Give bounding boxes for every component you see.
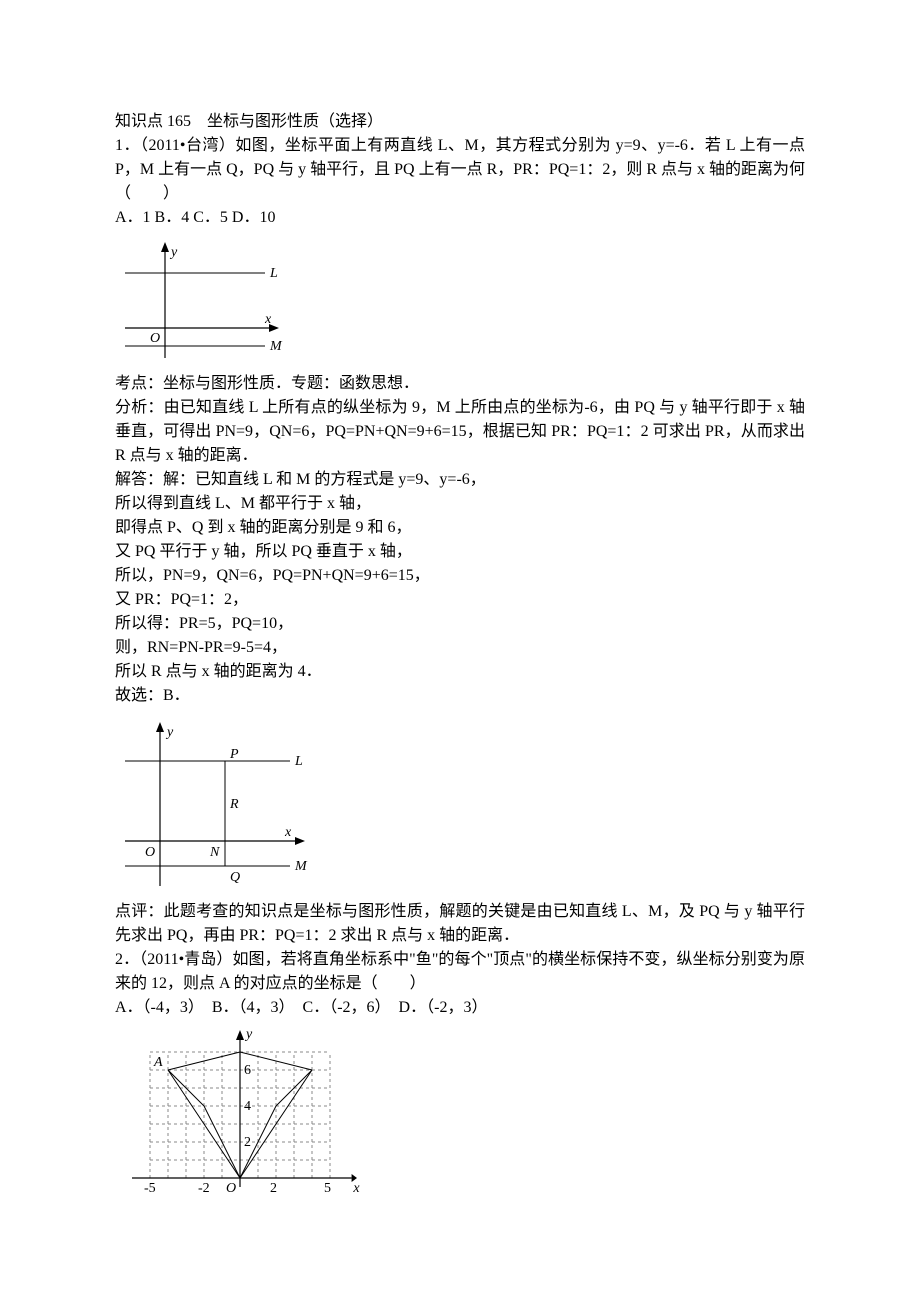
q1-step-9: 所以 R 点与 x 轴的距离为 4． — [115, 660, 805, 684]
origin-label-2: O — [145, 845, 155, 860]
q1-step-1: 解答：解：已知直线 L 和 M 的方程式是 y=9、y=-6， — [115, 468, 805, 492]
q1-stem: 1．（2011•台湾）如图，坐标平面上有两直线 L、M，其方程式分别为 y=9、… — [115, 134, 805, 206]
axis-y-label-2: y — [165, 725, 174, 740]
svg-text:A: A — [153, 1055, 163, 1070]
line-M-label-2: M — [294, 859, 308, 874]
svg-text:-5: -5 — [144, 1181, 156, 1196]
q1-step-2: 所以得到直线 L、M 都平行于 x 轴， — [115, 492, 805, 516]
q1-step-6: 又 PR：PQ=1：2， — [115, 588, 805, 612]
q1-step-3: 即得点 P、Q 到 x 轴的距离分别是 9 和 6， — [115, 516, 805, 540]
q1-step-10: 故选：B． — [115, 684, 805, 708]
line-L-label-2: L — [294, 754, 303, 769]
svg-text:4: 4 — [244, 1099, 251, 1114]
q1-dianping: 点评：此题考查的知识点是坐标与图形性质，解题的关键是由已知直线 L、M，及 PQ… — [115, 900, 805, 948]
point-P: P — [229, 747, 239, 762]
q1-step-8: 则，RN=PN-PR=9-5=4， — [115, 636, 805, 660]
axis-x-label-2: x — [284, 825, 292, 840]
line-M-label: M — [269, 339, 283, 354]
svg-text:y: y — [244, 1028, 253, 1042]
svg-text:5: 5 — [324, 1181, 331, 1196]
origin-label: O — [150, 331, 160, 346]
q1-kaodian: 考点：坐标与图形性质．专题：函数思想． — [115, 372, 805, 396]
line-L-label: L — [269, 266, 278, 281]
q1-options: A．1 B．4 C．5 D．10 — [115, 206, 805, 230]
axis-x-label: x — [264, 312, 272, 327]
svg-text:x: x — [352, 1181, 360, 1196]
q2-options: A．（-4，3） B．（4，3） C．（-2，6） D．（-2，3） — [115, 996, 805, 1020]
svg-text:6: 6 — [244, 1063, 251, 1078]
doc-title: 知识点 165 坐标与图形性质（选择） — [115, 110, 805, 134]
point-N: N — [209, 845, 220, 860]
q1-step-4: 又 PQ 平行于 y 轴，所以 PQ 垂直于 x 轴， — [115, 540, 805, 564]
q1-step-5: 所以，PN=9，QN=6，PQ=PN+QN=9+6=15， — [115, 564, 805, 588]
q1-figure-1: y x O L M — [115, 238, 805, 368]
svg-text:2: 2 — [270, 1181, 277, 1196]
q1-fenxi: 分析：由已知直线 L 上所有点的纵坐标为 9，M 上所由点的坐标为-6，由 PQ… — [115, 396, 805, 468]
q2-figure: y x O A -5 -2 2 5 2 4 6 — [115, 1028, 805, 1198]
svg-text:O: O — [226, 1181, 236, 1196]
q2-stem: 2．（2011•青岛）如图，若将直角坐标系中"鱼"的每个"顶点"的横坐标保持不变… — [115, 948, 805, 996]
svg-text:-2: -2 — [198, 1181, 210, 1196]
q1-figure-2: y x O L M P Q R N — [115, 716, 805, 896]
document-page: 知识点 165 坐标与图形性质（选择） 1．（2011•台湾）如图，坐标平面上有… — [0, 0, 920, 1242]
point-Q: Q — [230, 870, 240, 885]
q1-step-7: 所以得：PR=5，PQ=10， — [115, 612, 805, 636]
svg-text:2: 2 — [244, 1135, 251, 1150]
point-R: R — [229, 797, 239, 812]
axis-y-label: y — [169, 245, 178, 260]
